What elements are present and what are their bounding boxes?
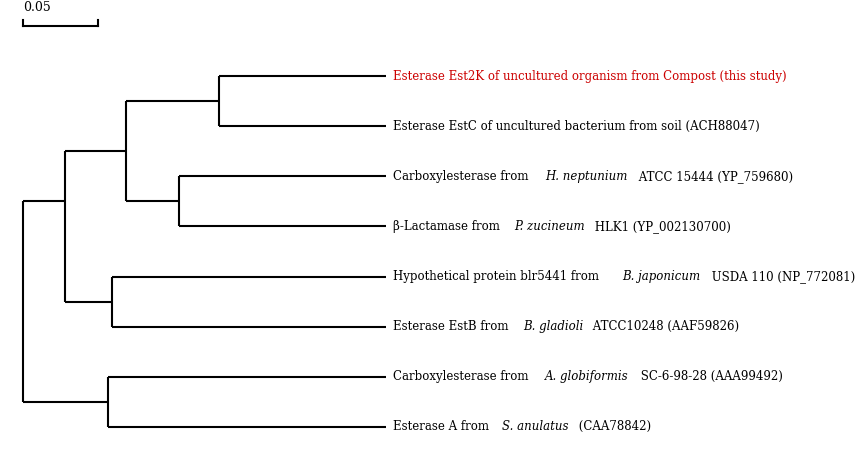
Text: Hypothetical protein blr5441 from: Hypothetical protein blr5441 from	[393, 270, 603, 283]
Text: B. gladioli: B. gladioli	[523, 320, 583, 333]
Text: β-Lactamase from: β-Lactamase from	[393, 220, 504, 233]
Text: B. japonicum: B. japonicum	[622, 270, 700, 283]
Text: H. neptunium: H. neptunium	[546, 170, 628, 183]
Text: A. globiformis: A. globiformis	[546, 370, 629, 383]
Text: Carboxylesterase from: Carboxylesterase from	[393, 170, 532, 183]
Text: Esterase A from: Esterase A from	[393, 420, 492, 433]
Text: HLK1 (YP_002130700): HLK1 (YP_002130700)	[591, 220, 731, 233]
Text: P. zucineum: P. zucineum	[514, 220, 584, 233]
Text: Esterase EstC of uncultured bacterium from soil (ACH88047): Esterase EstC of uncultured bacterium fr…	[393, 120, 760, 133]
Text: ATCC10248 (AAF59826): ATCC10248 (AAF59826)	[589, 320, 740, 333]
Text: USDA 110 (NP_772081): USDA 110 (NP_772081)	[708, 270, 855, 283]
Text: (CAA78842): (CAA78842)	[575, 420, 651, 433]
Text: SC-6-98-28 (AAA99492): SC-6-98-28 (AAA99492)	[637, 370, 782, 383]
Text: Esterase Est2K of uncultured organism from Compost (this study): Esterase Est2K of uncultured organism fr…	[393, 70, 787, 83]
Text: ATCC 15444 (YP_759680): ATCC 15444 (YP_759680)	[635, 170, 794, 183]
Text: S. anulatus: S. anulatus	[502, 420, 569, 433]
Text: Carboxylesterase from: Carboxylesterase from	[393, 370, 532, 383]
Text: Esterase EstB from: Esterase EstB from	[393, 320, 512, 333]
Text: 0.05: 0.05	[23, 1, 51, 14]
